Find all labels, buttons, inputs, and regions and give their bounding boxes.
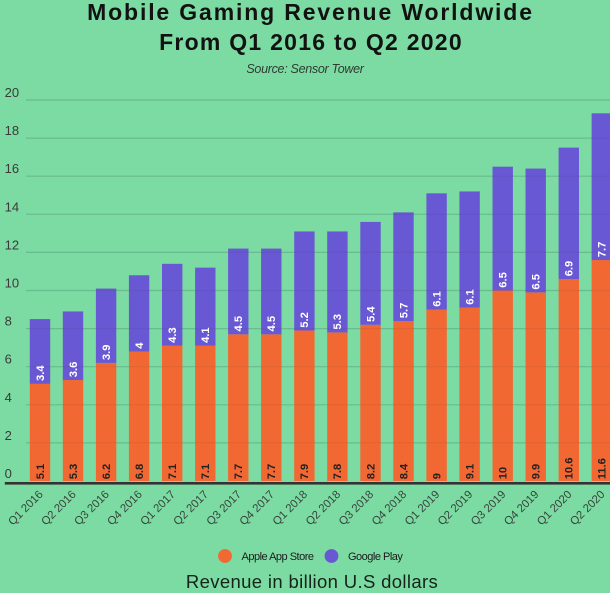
svg-text:3.6: 3.6 [68, 362, 80, 378]
svg-text:5.3: 5.3 [332, 314, 344, 330]
svg-text:9: 9 [431, 473, 443, 479]
svg-text:20: 20 [5, 85, 19, 100]
svg-text:18: 18 [5, 123, 19, 138]
svg-text:11.6: 11.6 [597, 458, 609, 479]
svg-text:4.1: 4.1 [200, 327, 212, 343]
svg-text:2: 2 [5, 428, 12, 443]
svg-text:16: 16 [5, 161, 19, 176]
svg-text:12: 12 [5, 237, 19, 252]
svg-text:7.9: 7.9 [299, 464, 311, 480]
svg-text:5.7: 5.7 [398, 303, 410, 319]
svg-text:6.9: 6.9 [564, 261, 576, 277]
svg-text:4: 4 [134, 342, 146, 349]
svg-text:9.1: 9.1 [464, 464, 476, 480]
svg-text:6.8: 6.8 [134, 464, 146, 480]
svg-text:6.1: 6.1 [431, 291, 443, 307]
svg-text:7.7: 7.7 [597, 242, 609, 258]
svg-text:4: 4 [5, 390, 12, 405]
svg-text:6.2: 6.2 [101, 464, 113, 480]
svg-text:7.8: 7.8 [332, 464, 344, 480]
svg-text:5.4: 5.4 [365, 306, 377, 322]
svg-text:6.5: 6.5 [498, 272, 510, 288]
svg-text:6.1: 6.1 [464, 289, 476, 305]
svg-text:4.5: 4.5 [233, 316, 245, 332]
svg-text:9.9: 9.9 [531, 464, 543, 480]
svg-text:6.5: 6.5 [531, 274, 543, 290]
svg-text:10: 10 [498, 467, 510, 479]
svg-text:4.5: 4.5 [266, 316, 278, 332]
svg-text:5.1: 5.1 [35, 464, 47, 480]
svg-text:5.3: 5.3 [68, 464, 80, 480]
svg-text:8: 8 [5, 314, 12, 329]
svg-text:7.7: 7.7 [266, 464, 278, 480]
svg-text:7.7: 7.7 [233, 464, 245, 480]
svg-text:Google Play: Google Play [348, 551, 403, 563]
svg-text:0: 0 [5, 466, 12, 481]
svg-text:3.9: 3.9 [101, 345, 113, 361]
svg-text:Apple App Store: Apple App Store [242, 551, 314, 563]
svg-text:14: 14 [5, 199, 19, 214]
svg-text:7.1: 7.1 [200, 464, 212, 480]
svg-text:4.3: 4.3 [167, 327, 179, 343]
svg-text:10: 10 [5, 276, 19, 291]
svg-text:5.2: 5.2 [299, 312, 311, 328]
svg-text:8.4: 8.4 [398, 463, 410, 479]
svg-text:7.1: 7.1 [167, 464, 179, 480]
svg-text:3.4: 3.4 [35, 365, 47, 381]
svg-text:8.2: 8.2 [365, 464, 377, 480]
svg-text:6: 6 [5, 352, 12, 367]
svg-text:10.6: 10.6 [564, 458, 576, 480]
